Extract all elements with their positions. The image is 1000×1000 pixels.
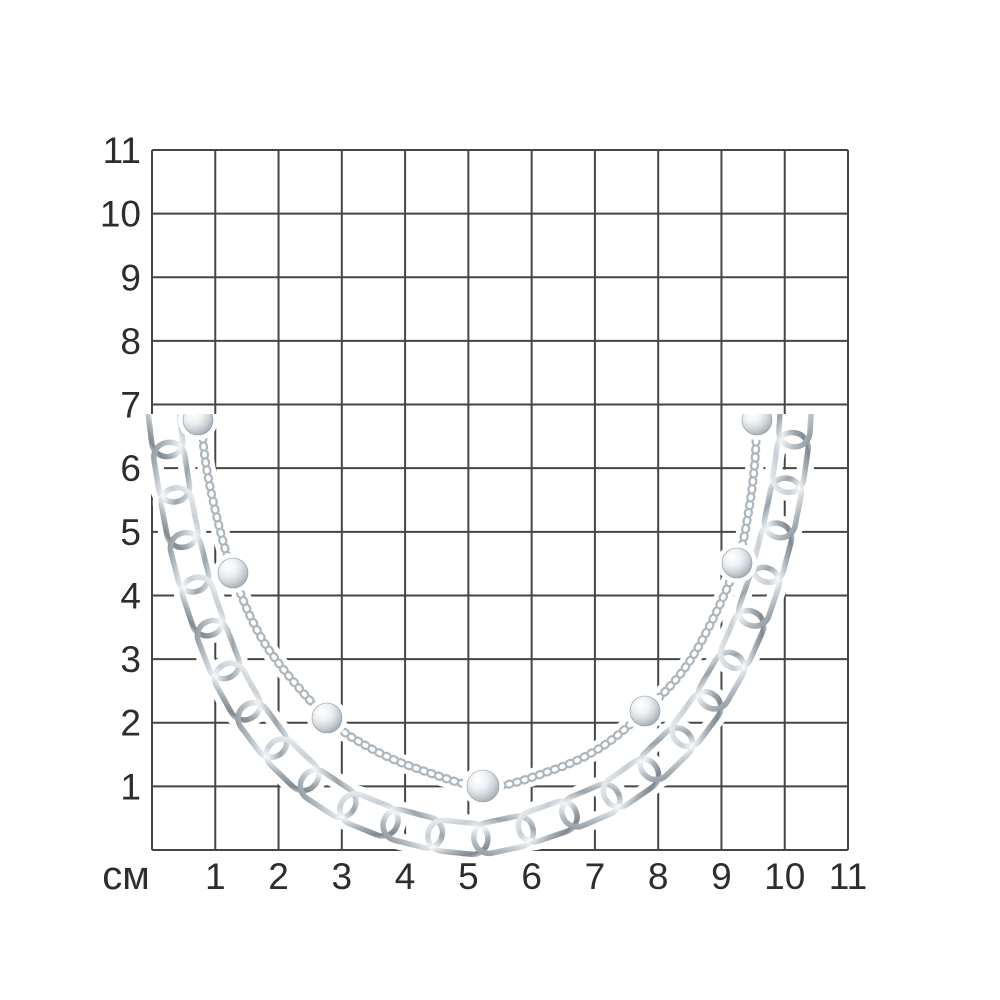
paperclip-link <box>194 617 243 682</box>
paperclip-link <box>179 574 226 639</box>
paperclip-link <box>695 649 748 712</box>
x-axis-tick-label: 11 <box>829 856 867 897</box>
x-axis-tick-label: 8 <box>648 856 669 897</box>
paperclip-link <box>735 564 783 629</box>
x-axis-tick-label: 6 <box>521 856 542 897</box>
y-axis-tick-label: 9 <box>120 257 141 298</box>
paperclip-link <box>425 817 491 858</box>
grid-lines <box>151 149 849 851</box>
paperclip-link <box>717 607 767 672</box>
bead <box>741 414 773 436</box>
paperclip-link <box>559 781 623 830</box>
paperclip-link <box>750 520 795 585</box>
paperclip-link <box>337 791 401 839</box>
bead <box>182 414 214 436</box>
x-axis-tick-label: 2 <box>268 856 289 897</box>
necklace-photo <box>139 414 821 863</box>
paperclip-link <box>600 756 662 810</box>
y-axis-tick-label: 10 <box>100 194 141 235</box>
bead <box>466 769 500 803</box>
bead <box>217 557 249 589</box>
y-axis-tick-label: 2 <box>120 703 141 744</box>
x-axis-tick-label: 9 <box>711 856 732 897</box>
x-axis-tick-label: 3 <box>332 856 353 897</box>
y-axis-labels: 11 10 9 8 7 6 5 4 3 2 1 <box>100 130 141 807</box>
y-axis-tick-label: 3 <box>120 639 141 680</box>
paperclip-link <box>167 529 212 595</box>
paperclip-link <box>515 798 580 845</box>
y-axis-tick-label: 7 <box>120 385 141 426</box>
paperclip-link <box>471 813 537 857</box>
paperclip-link <box>297 767 359 821</box>
x-axis-tick-label: 7 <box>585 856 606 897</box>
x-axis-tick-label: 4 <box>395 856 416 897</box>
y-axis-tick-label: 1 <box>120 766 141 807</box>
paperclip-link <box>151 439 193 505</box>
paperclip-link <box>776 414 815 450</box>
y-axis-tick-label: 6 <box>120 448 141 489</box>
y-axis-tick-label: 5 <box>120 512 141 553</box>
paperclip-link <box>263 736 322 794</box>
paperclip-link <box>158 484 201 551</box>
chain-beads <box>178 414 777 807</box>
bead <box>311 702 343 734</box>
paperclip-link <box>235 699 290 761</box>
paperclip-link <box>669 689 724 750</box>
paperclip-link <box>770 429 811 496</box>
x-axis-tick-label: 5 <box>458 856 479 897</box>
paperclip-link <box>761 475 804 541</box>
y-axis-tick-label: 8 <box>120 321 141 362</box>
y-axis-tick-label: 4 <box>120 575 141 616</box>
paperclip-link <box>637 725 696 783</box>
paperclip-link <box>212 660 263 723</box>
x-axis-labels: 1 2 3 4 5 6 7 8 9 10 11 <box>205 856 867 897</box>
bead <box>629 695 661 727</box>
paperclip-link <box>380 806 446 851</box>
x-axis-tick-label: 10 <box>764 856 805 897</box>
unit-label: см <box>102 854 150 898</box>
bead <box>721 547 753 579</box>
x-axis-tick-label: 1 <box>205 856 226 897</box>
y-axis-tick-label: 11 <box>103 130 141 171</box>
